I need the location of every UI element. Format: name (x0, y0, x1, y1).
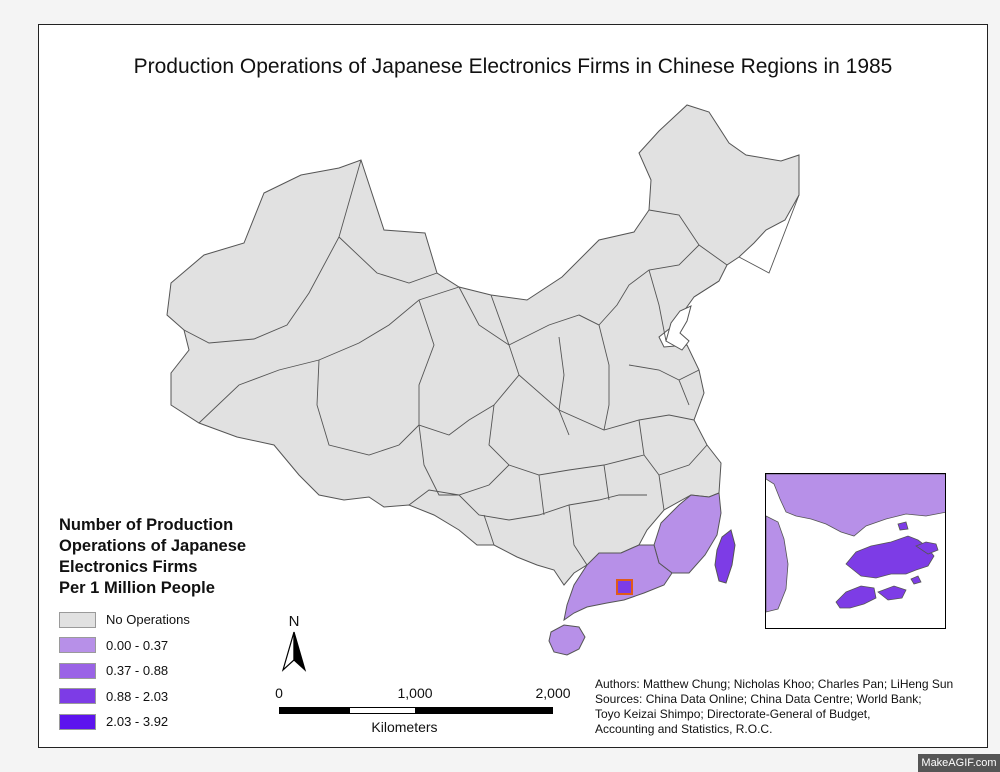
legend-label: 2.03 - 3.92 (106, 714, 169, 730)
inset-western-land (766, 515, 789, 613)
legend-title-line: Number of Production (59, 516, 234, 534)
inset-mainland (766, 474, 945, 537)
scale-segment (349, 707, 416, 714)
credits: Authors: Matthew Chung; Nicholas Khoo; C… (595, 677, 953, 737)
legend-item-class-4: 2.03 - 3.92 (59, 709, 299, 735)
legend-label: 0.00 - 0.37 (106, 637, 169, 653)
scale-tick-0: 0 (275, 685, 283, 701)
map-frame: Production Operations of Japanese Electr… (38, 24, 988, 748)
inset-islet (915, 541, 939, 555)
bohai-sea (665, 305, 692, 351)
north-label: N (288, 613, 300, 630)
legend: Number of Production Operations of Japan… (59, 515, 299, 735)
taiwan-region (714, 529, 736, 584)
legend-item-no-operations: No Operations (59, 607, 299, 633)
scale-tick-1000: 1,000 (397, 685, 433, 701)
legend-item-class-1: 0.00 - 0.37 (59, 633, 299, 659)
china-map (166, 104, 800, 656)
authors-line: Authors: Matthew Chung; Nicholas Khoo; C… (595, 677, 954, 691)
hong-kong-highlight (616, 579, 633, 595)
legend-swatch (59, 688, 96, 705)
legend-swatch (59, 637, 96, 654)
hong-kong-inset (765, 473, 946, 629)
north-arrow: N (279, 613, 309, 677)
legend-title-line: Operations of Japanese (59, 537, 247, 555)
inset-lantau-island (835, 585, 877, 609)
scale-segment (279, 707, 349, 714)
legend-title-line: Electronics Firms (59, 558, 198, 576)
scale-tick-2000: 2,000 (535, 685, 571, 701)
legend-title-line: Per 1 Million People (59, 579, 215, 597)
legend-swatch (59, 611, 96, 628)
inset-hk-island (877, 585, 907, 601)
sources-line: Accounting and Statistics, R.O.C. (595, 722, 773, 736)
scale-segment (416, 707, 553, 714)
legend-swatch (59, 713, 96, 730)
sources-line: Sources: China Data Online; China Data C… (595, 692, 922, 706)
legend-label: No Operations (106, 612, 190, 628)
north-arrow-icon (281, 631, 307, 672)
hong-kong-inset-map (766, 474, 945, 613)
scale-unit: Kilometers (371, 719, 438, 735)
legend-label: 0.88 - 2.03 (106, 688, 169, 704)
province-boundaries (183, 159, 800, 566)
inset-hong-kong-main (845, 535, 935, 579)
map-title: Production Operations of Japanese Electr… (133, 55, 893, 78)
legend-swatch (59, 662, 96, 679)
inset-islet (897, 521, 909, 531)
sources-line: Toyo Keizai Shimpo; Directorate-General … (595, 707, 871, 721)
legend-items: No Operations 0.00 - 0.37 0.37 - 0.88 0.… (59, 607, 299, 735)
scale-bar: 0 1,000 2,000 Kilometers (267, 685, 571, 745)
legend-item-class-3: 0.88 - 2.03 (59, 684, 299, 710)
watermark: MakeAGIF.com (918, 754, 1000, 772)
legend-item-class-2: 0.37 - 0.88 (59, 658, 299, 684)
legend-label: 0.37 - 0.88 (106, 663, 169, 679)
hainan-region (548, 624, 586, 656)
inset-islet (910, 575, 922, 585)
legend-title: Number of Production Operations of Japan… (59, 515, 299, 599)
